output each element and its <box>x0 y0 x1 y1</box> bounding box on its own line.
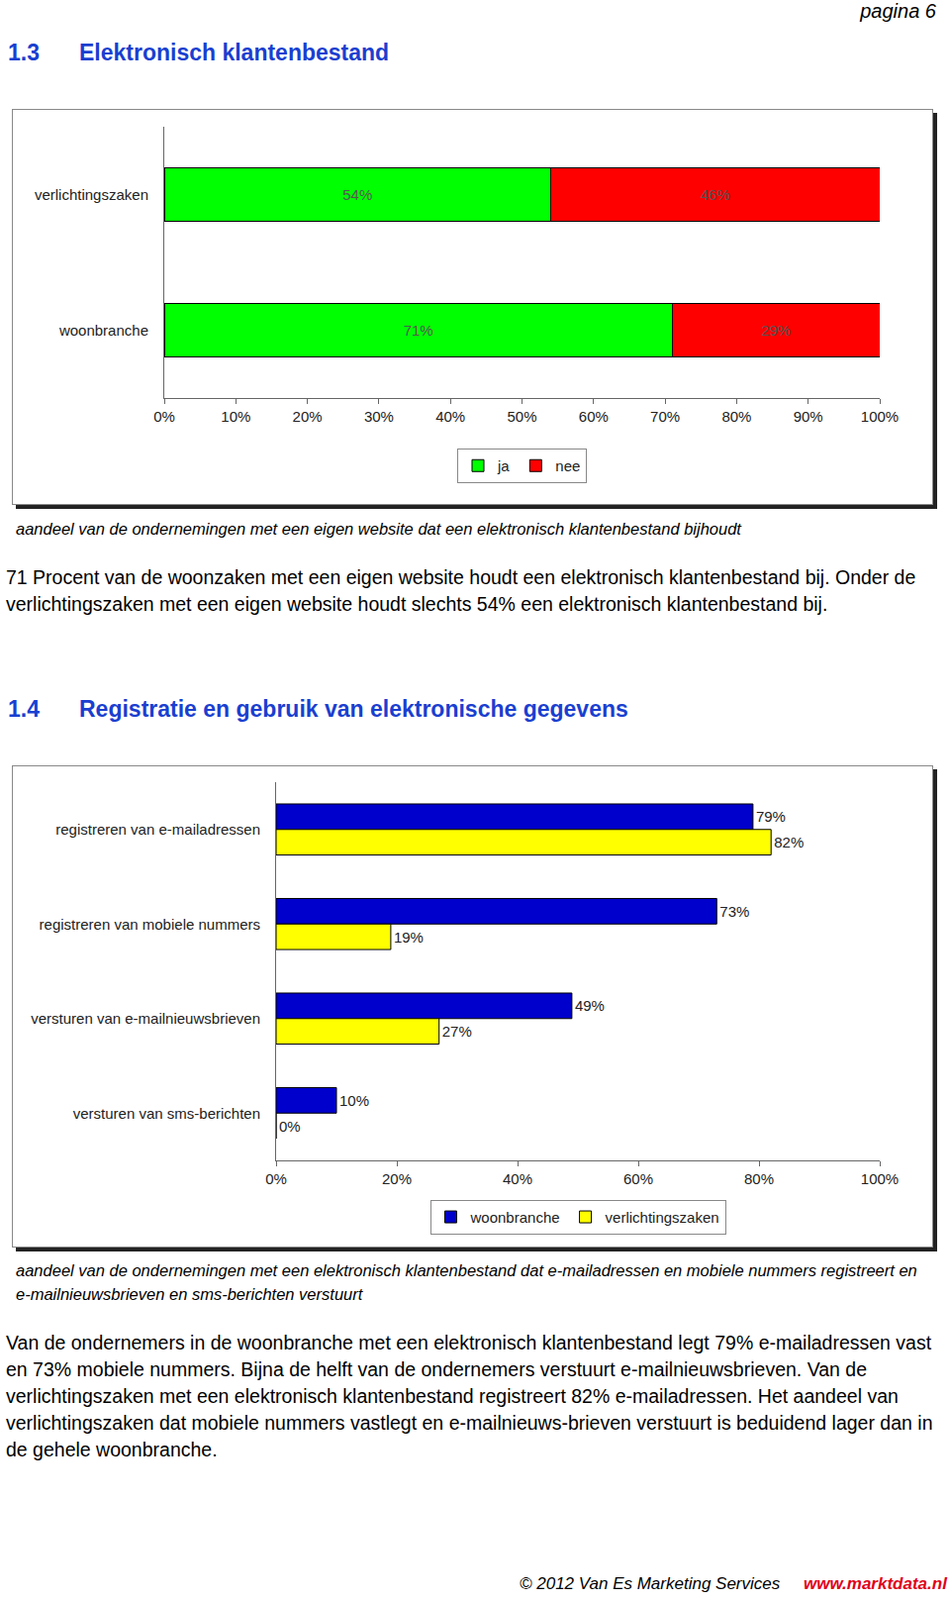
svg-text:registreren van e-mailadressen: registreren van e-mailadressen <box>55 820 261 838</box>
svg-text:20%: 20% <box>292 407 323 425</box>
svg-text:woonbranche: woonbranche <box>470 1208 561 1226</box>
svg-text:80%: 80% <box>744 1169 774 1187</box>
svg-text:versturen van sms-berichten: versturen van sms-berichten <box>73 1104 261 1122</box>
html-text:Elektronisch klantenbestand: Elektronisch klantenbestand <box>79 39 390 66</box>
svg-text:10%: 10% <box>339 1091 370 1109</box>
svg-text:10%: 10% <box>220 407 251 425</box>
svg-text:46%: 46% <box>700 186 731 203</box>
svg-text:30%: 30% <box>364 407 394 425</box>
html-text:Registratie en gebruik van ele: Registratie en gebruik van elektronische… <box>79 695 629 722</box>
svg-text:60%: 60% <box>578 407 609 425</box>
svg-text:100%: 100% <box>860 407 899 425</box>
svg-text:27%: 27% <box>442 1022 473 1040</box>
svg-text:71%: 71% <box>403 321 434 339</box>
html-text:71 Procent van de woonzaken me: 71 Procent van de woonzaken met een eige… <box>5 566 916 615</box>
svg-text:0%: 0% <box>153 407 176 425</box>
svg-text:ja: ja <box>496 457 510 475</box>
html-text:www.marktdata.nl: www.marktdata.nl <box>803 1573 947 1593</box>
svg-text:nee: nee <box>555 457 580 475</box>
svg-text:verlichtingszaken: verlichtingszaken <box>605 1208 720 1226</box>
svg-text:90%: 90% <box>793 407 824 425</box>
svg-text:60%: 60% <box>623 1169 654 1187</box>
svg-text:40%: 40% <box>502 1169 533 1187</box>
svg-text:73%: 73% <box>719 902 750 920</box>
html-text:aandeel van de ondernemingen m: aandeel van de ondernemingen met een ele… <box>15 1260 918 1303</box>
svg-text:19%: 19% <box>393 928 424 946</box>
svg-text:70%: 70% <box>650 407 680 425</box>
svg-text:29%: 29% <box>760 321 791 339</box>
svg-text:0%: 0% <box>265 1169 287 1187</box>
svg-text:80%: 80% <box>721 407 752 425</box>
svg-text:woonbranche: woonbranche <box>58 321 149 339</box>
html-text:1.4: 1.4 <box>7 695 40 722</box>
svg-text:79%: 79% <box>756 807 786 825</box>
svg-text:82%: 82% <box>773 833 804 851</box>
svg-text:50%: 50% <box>506 407 537 425</box>
svg-text:40%: 40% <box>435 407 466 425</box>
svg-text:49%: 49% <box>574 996 605 1014</box>
svg-text:20%: 20% <box>381 1169 412 1187</box>
svg-text:versturen van e-mailnieuwsbrie: versturen van e-mailnieuwsbrieven <box>30 1009 261 1027</box>
svg-text:54%: 54% <box>342 186 373 203</box>
svg-text:100%: 100% <box>860 1169 899 1187</box>
html-text:pagina 6: pagina 6 <box>860 0 937 22</box>
svg-text:0%: 0% <box>279 1117 301 1135</box>
html-text:1.3: 1.3 <box>7 39 40 66</box>
svg-text:verlichtingszaken: verlichtingszaken <box>34 186 149 203</box>
svg-text:registreren van mobiele nummer: registreren van mobiele nummers <box>39 915 261 933</box>
html-text:Van de ondernemers in de woonb: Van de ondernemers in de woonbranche met… <box>5 1330 933 1460</box>
html-text:aandeel van de ondernemingen m: aandeel van de ondernemingen met een eig… <box>15 519 742 538</box>
html-text:© 2012 Van Es Marketing Servic: © 2012 Van Es Marketing Services <box>519 1573 781 1593</box>
